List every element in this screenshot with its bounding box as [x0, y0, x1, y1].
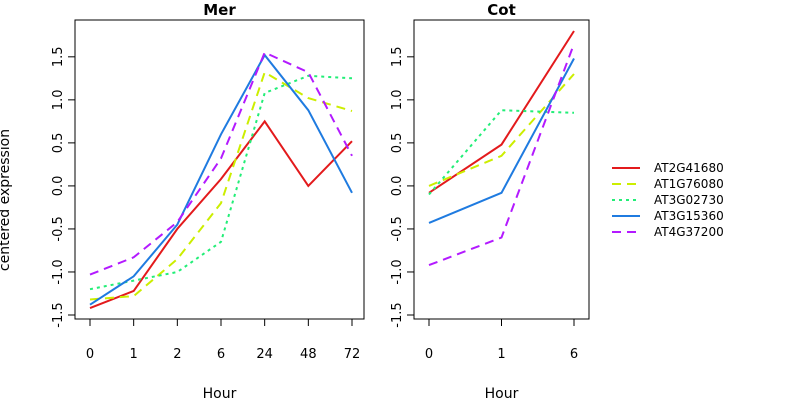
- series-line-at1g76080: [428, 73, 575, 187]
- panel-cot: Cot -1.5 -1.0 -0.5 0.0 0.5 1.0 1.5 0 1 6 Hour: [390, 1, 590, 400]
- panel-title: Cot: [487, 1, 515, 19]
- legend-label: AT2G41680: [654, 161, 724, 175]
- y-tick-label: 0.5: [51, 133, 66, 154]
- y-tick-label: -1.5: [390, 302, 405, 327]
- y-tick-label: -1.5: [51, 302, 66, 327]
- legend-label: AT3G02730: [654, 193, 724, 207]
- y-tick-label: 0.0: [390, 176, 405, 197]
- y-tick-label: 1.5: [390, 46, 405, 67]
- series-line-at4g37200: [89, 51, 353, 276]
- series-line-at4g37200: [428, 43, 575, 267]
- y-tick-label: 1.0: [390, 90, 405, 111]
- series-line-at3g15360: [428, 58, 575, 224]
- x-tick-label: 1: [497, 347, 505, 362]
- panel-title: Mer: [203, 1, 236, 19]
- x-tick-label: 6: [217, 347, 225, 362]
- y-axis-label: centered expression: [0, 129, 13, 271]
- y-tick-label: 1.0: [51, 90, 66, 111]
- x-axis-label: Hour: [203, 386, 237, 400]
- series-line-at1g76080: [89, 70, 353, 301]
- plot-frame: [413, 19, 590, 320]
- series-line-at3g02730: [428, 109, 575, 196]
- x-axis-label: Hour: [485, 386, 519, 400]
- legend-label: AT4G37200: [654, 225, 724, 239]
- series-line-at3g02730: [89, 74, 353, 291]
- legend-label: AT3G15360: [654, 209, 724, 223]
- x-tick-label: 2: [173, 347, 181, 362]
- x-tick-label: 0: [425, 347, 433, 362]
- panels: Mer -1.5 -1.0 -0.5 0.0 0.5 1.0 1.5 0 1 2 6 24 48 72 Hou…: [51, 1, 590, 400]
- x-tick-label: 1: [130, 347, 138, 362]
- legend: AT2G41680 AT1G76080 AT3G02730 AT3G15360 AT4G…: [612, 161, 724, 239]
- x-tick-label: 72: [344, 347, 361, 362]
- y-tick-label: -1.0: [51, 259, 66, 284]
- y-tick-label: -0.5: [51, 216, 66, 241]
- y-tick-label: -1.0: [390, 259, 405, 284]
- plot-frame: [74, 19, 365, 320]
- panel-mer: Mer -1.5 -1.0 -0.5 0.0 0.5 1.0 1.5 0 1 2 6 24 48 72 Hou…: [51, 1, 365, 400]
- series-line-at2g41680: [89, 119, 353, 310]
- series-line-at3g15360: [89, 53, 353, 306]
- x-tick-label: 48: [300, 347, 317, 362]
- legend-label: AT1G76080: [654, 177, 724, 191]
- x-tick-label: 24: [256, 347, 273, 362]
- x-tick-label: 0: [86, 347, 94, 362]
- y-tick-label: 1.5: [51, 46, 66, 67]
- x-tick-label: 6: [570, 347, 578, 362]
- y-tick-label: -0.5: [390, 216, 405, 241]
- y-tick-label: 0.5: [390, 133, 405, 154]
- series-line-at2g41680: [428, 30, 575, 194]
- y-tick-label: 0.0: [51, 176, 66, 197]
